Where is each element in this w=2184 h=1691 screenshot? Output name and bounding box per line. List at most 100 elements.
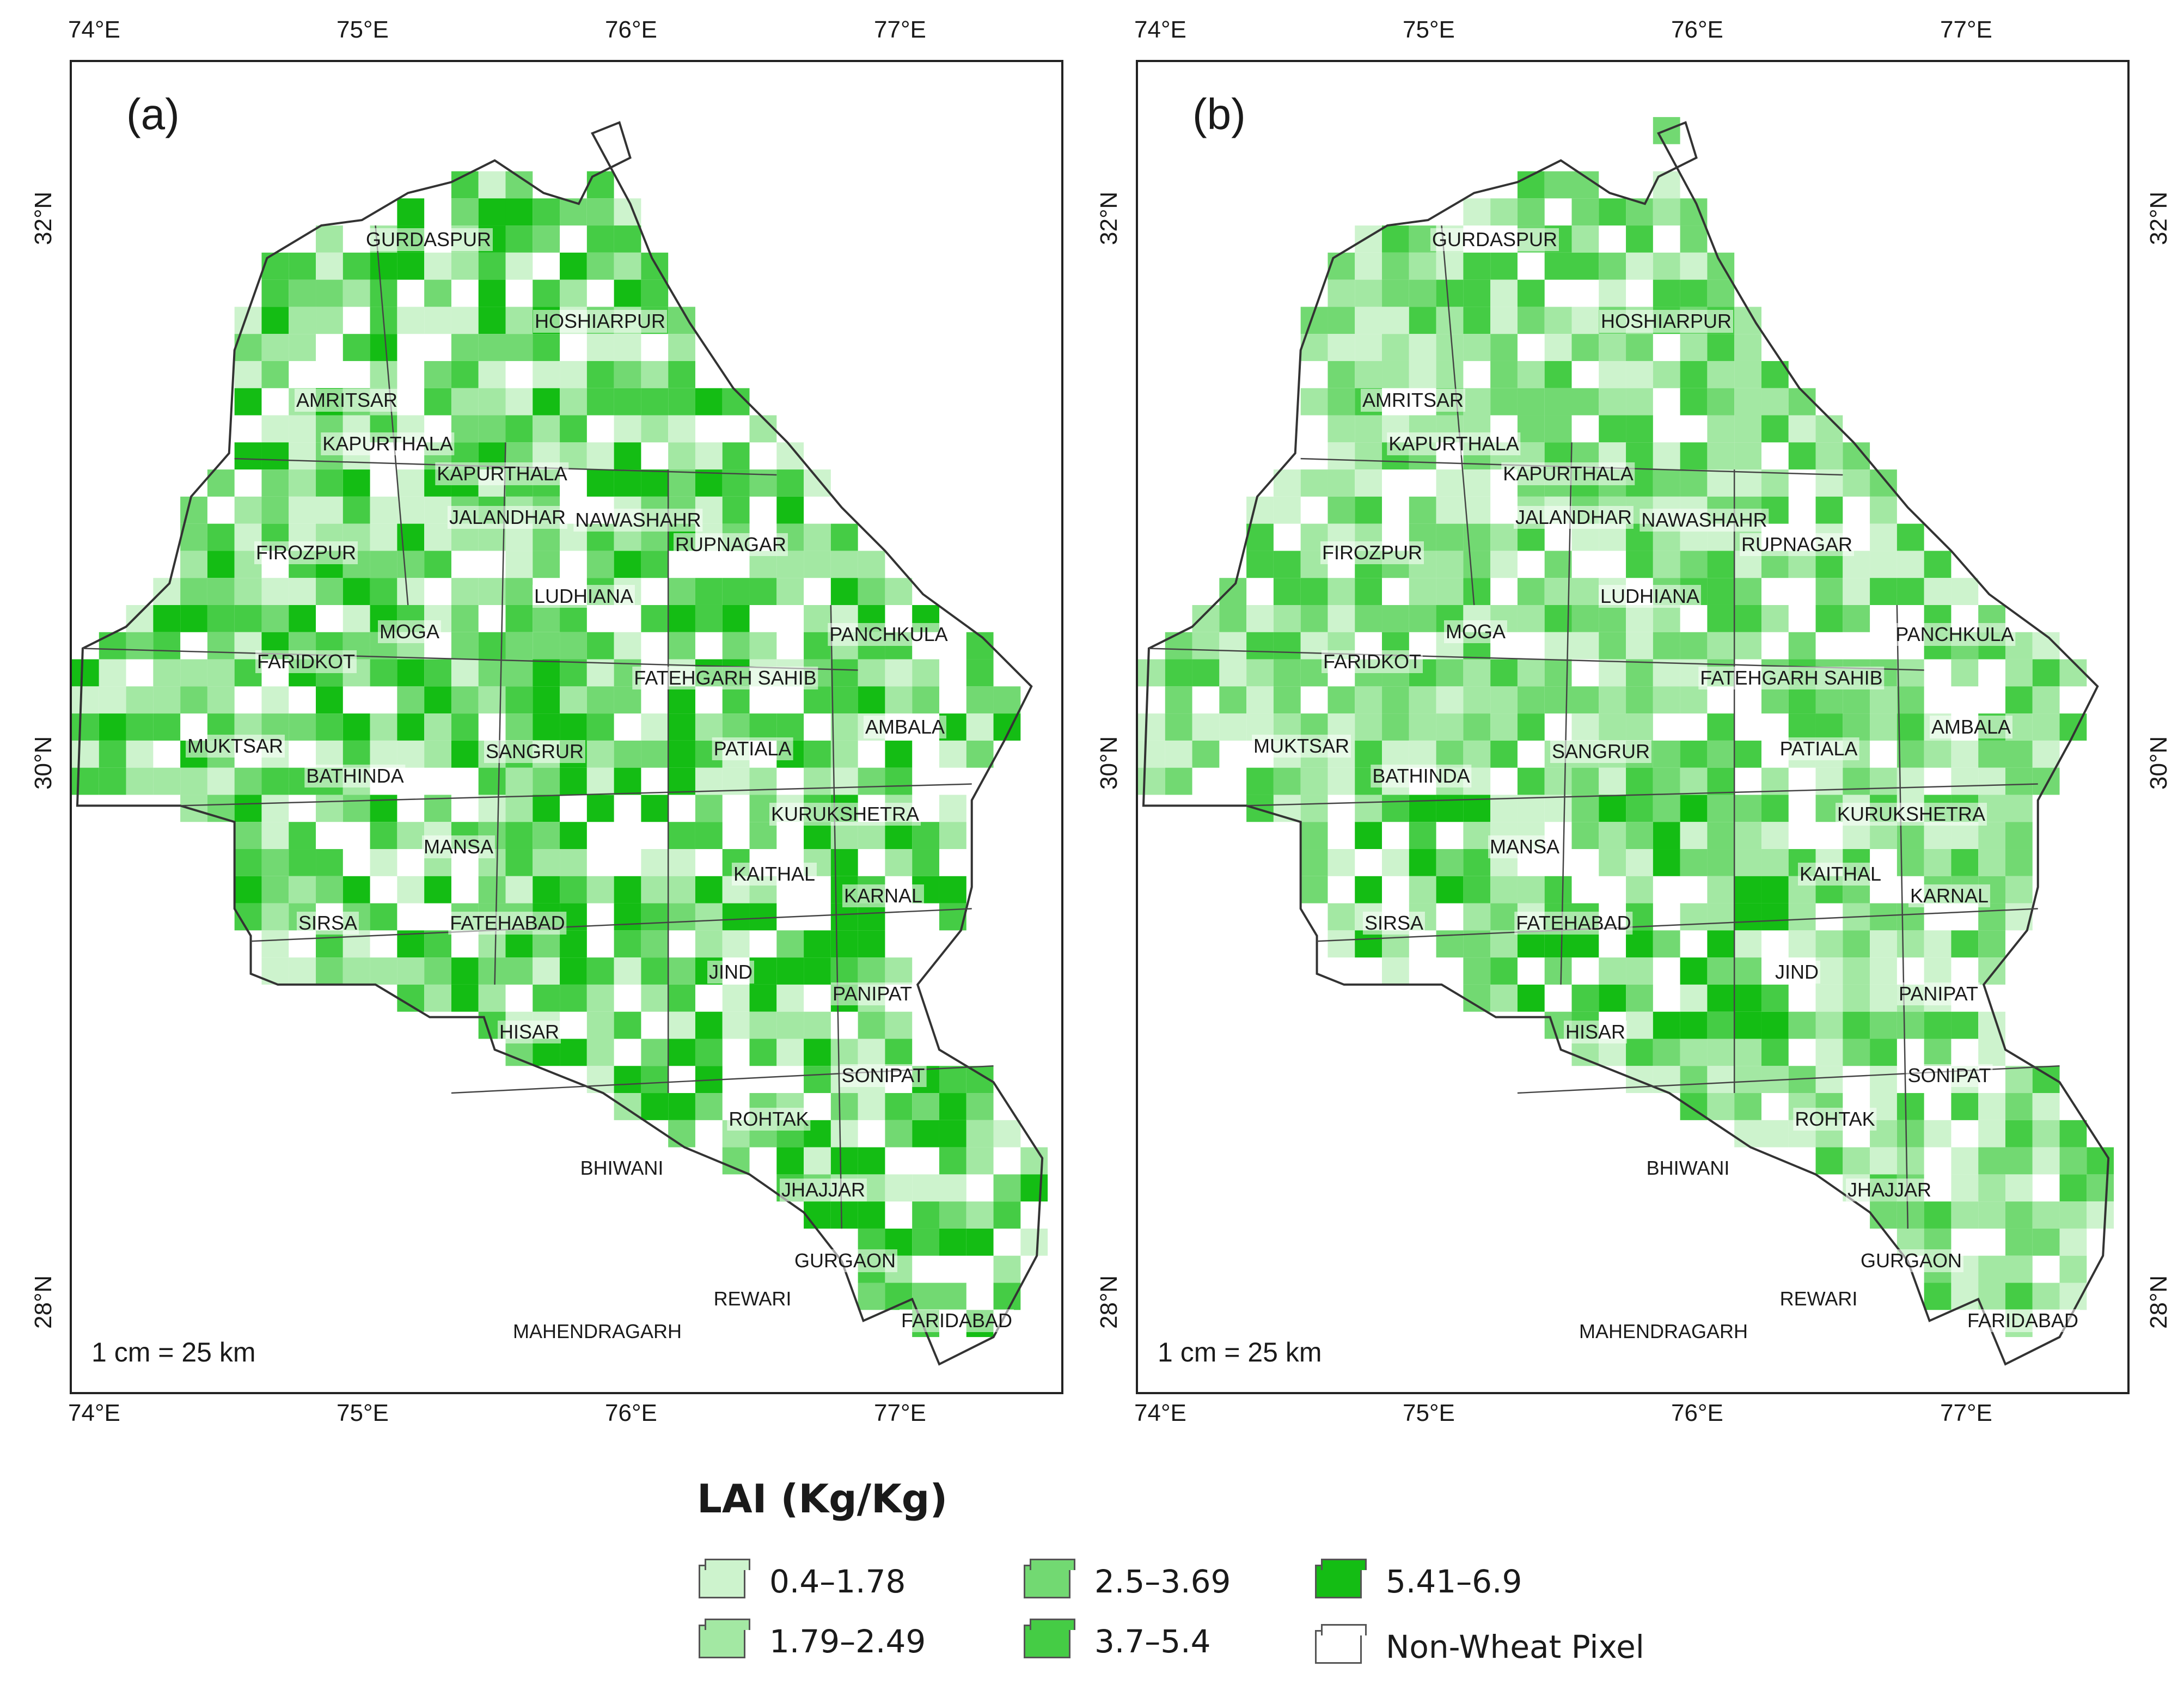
lai-pixel <box>1653 279 1680 307</box>
district-label: BHIWANI <box>578 1157 665 1180</box>
lai-pixel <box>1870 767 1897 795</box>
lai-pixel <box>1707 1039 1735 1066</box>
lai-pixel <box>939 1283 966 1310</box>
lai-pixel <box>316 849 343 876</box>
lai-pixel <box>614 279 641 307</box>
lai-pixel <box>533 795 560 822</box>
lai-pixel <box>505 876 533 904</box>
lai-pixel <box>1192 740 1220 768</box>
lai-pixel <box>1951 1201 1979 1229</box>
district-label: PANIPAT <box>1897 982 1980 1005</box>
lai-pixel <box>1680 1066 1708 1094</box>
lai-pixel <box>858 578 885 605</box>
lai-pixel <box>1355 930 1382 958</box>
lai-pixel <box>1653 1011 1680 1039</box>
lai-pixel <box>533 930 560 958</box>
lai-pixel <box>424 740 451 768</box>
lai-pixel <box>641 957 669 985</box>
lai-pixel <box>1924 1011 1951 1039</box>
lat-tick-left-b-32: 32°N <box>1096 191 1122 245</box>
lai-pixel <box>695 1039 723 1066</box>
lai-pixel <box>1246 523 1274 551</box>
lai-pixel <box>1327 767 1355 795</box>
lai-pixel <box>966 1201 994 1229</box>
lai-pixel <box>505 767 533 795</box>
lai-pixel <box>993 1120 1021 1147</box>
lai-pixel <box>1246 795 1274 822</box>
lai-pixel <box>1599 984 1626 1012</box>
lai-pixel <box>316 957 343 985</box>
map-panel-a: (a) 1 cm = 25 km GURDASPUR HOSHIARPUR AMRI… <box>70 60 1063 1394</box>
district-label: JIND <box>707 961 754 984</box>
lai-pixel <box>1517 713 1545 741</box>
lai-pixel <box>505 686 533 714</box>
lon-tick-bot-b-74: 74°E <box>1134 1400 1186 1426</box>
lai-pixel <box>1707 957 1735 985</box>
lai-pixel <box>1951 822 1979 850</box>
lai-pixel <box>1355 442 1382 470</box>
lai-pixel <box>1707 632 1735 660</box>
district-label: KURUKSHETRA <box>769 803 921 826</box>
district-boundary <box>250 908 972 942</box>
lai-pixel <box>885 957 913 985</box>
lat-tick-right-b-28: 28°N <box>2145 1275 2172 1329</box>
lai-pixel <box>695 795 723 822</box>
lai-pixel <box>858 1147 885 1175</box>
lai-pixel <box>668 361 695 388</box>
lai-pixel <box>2059 1283 2087 1310</box>
lai-pixel <box>1463 740 1491 768</box>
lai-pixel <box>289 713 316 741</box>
lai-pixel <box>2059 1201 2087 1229</box>
lai-pixel <box>912 849 939 876</box>
district-label: FATEHGARH SAHIB <box>632 667 818 689</box>
lai-pixel <box>289 442 316 470</box>
lai-pixel <box>1273 551 1301 578</box>
district-label: PATIALA <box>1778 737 1859 760</box>
lai-pixel <box>533 713 560 741</box>
lai-pixel <box>586 442 614 470</box>
lai-pixel <box>1463 713 1491 741</box>
lai-pixel <box>1517 930 1545 958</box>
lai-pixel <box>804 605 831 632</box>
lai-pixel <box>72 767 99 795</box>
lai-pixel <box>1544 551 1572 578</box>
lai-pixel <box>316 740 343 768</box>
lai-pixel <box>1815 496 1843 524</box>
lai-pixel <box>1978 1120 2005 1147</box>
lai-pixel <box>180 578 207 605</box>
lai-pixel <box>1382 307 1409 334</box>
lai-pixel <box>2059 1120 2087 1147</box>
lai-pixel <box>1599 334 1626 361</box>
lai-pixel <box>939 795 966 822</box>
lai-pixel <box>1680 361 1708 388</box>
lai-pixel <box>342 795 370 822</box>
lai-pixel <box>370 659 397 687</box>
lai-pixel <box>1897 551 1924 578</box>
lai-pixel <box>1571 984 1599 1012</box>
lai-pixel <box>1409 496 1436 524</box>
district-label: PANCHKULA <box>1894 623 2016 646</box>
lai-pixel <box>1436 740 1464 768</box>
lai-pixel <box>1463 469 1491 497</box>
lai-pixel <box>668 767 695 795</box>
lai-pixel <box>1924 1201 1951 1229</box>
lai-pixel <box>1300 822 1328 850</box>
legend-swatch-3 <box>1024 1559 1075 1598</box>
lai-pixel <box>342 930 370 958</box>
lai-pixel <box>1490 307 1518 334</box>
lai-pixel <box>776 1147 804 1175</box>
lai-pixel <box>478 930 506 958</box>
lat-tick-right-b-30: 30°N <box>2145 736 2172 790</box>
lai-pixel <box>2005 659 2033 687</box>
lai-pixel <box>342 252 370 280</box>
lai-pixel <box>261 252 289 280</box>
lai-pixel <box>1165 659 1192 687</box>
lai-pixel <box>1463 551 1491 578</box>
lai-pixel <box>695 605 723 632</box>
lai-pixel <box>1843 1147 1870 1175</box>
lai-pixel <box>1327 469 1355 497</box>
lai-pixel <box>397 957 425 985</box>
lai-pixel <box>2059 659 2087 687</box>
lai-pixel <box>397 252 425 280</box>
lai-pixel <box>722 686 750 714</box>
